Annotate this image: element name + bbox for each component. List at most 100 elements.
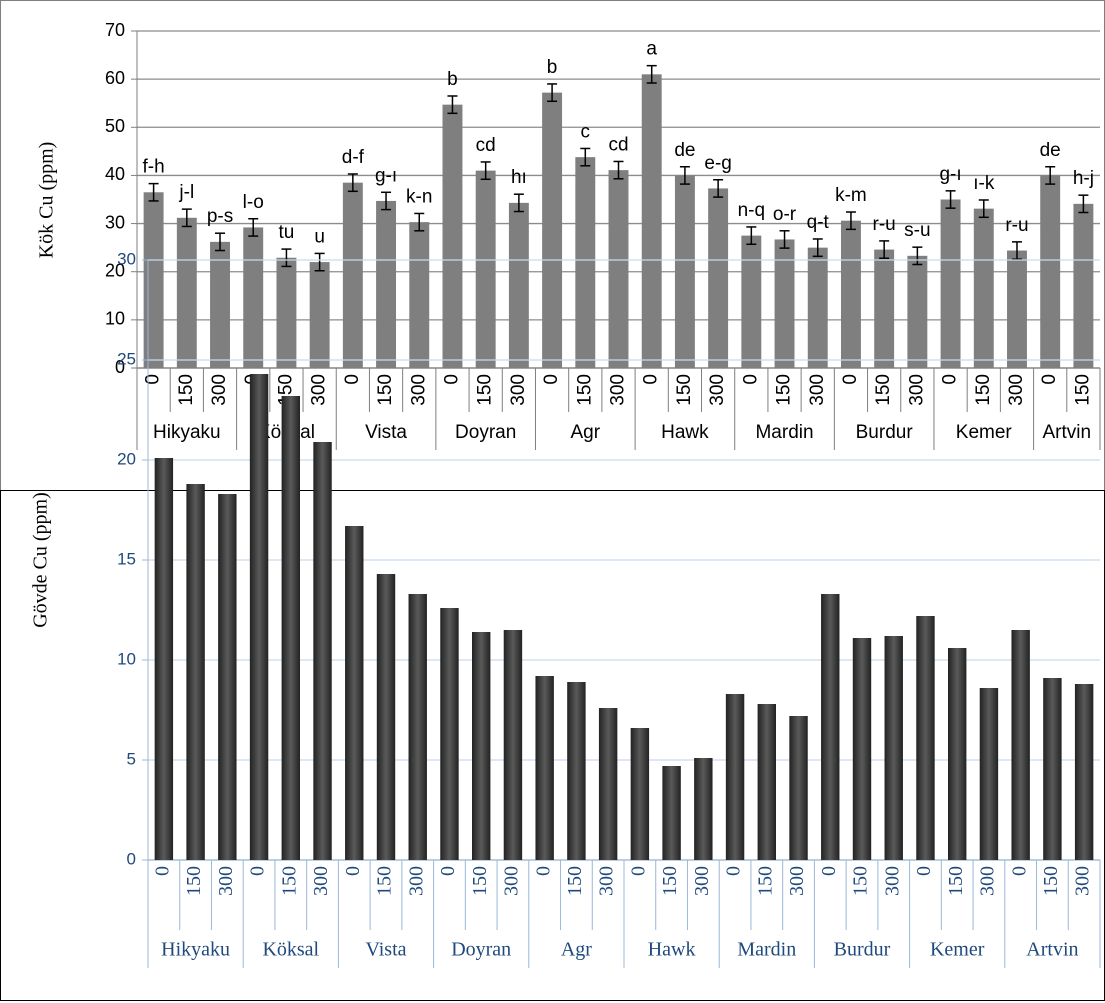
y-tick-label: 60 bbox=[105, 68, 125, 88]
bar bbox=[376, 200, 397, 368]
significance-letter: de bbox=[1040, 140, 1061, 161]
bar bbox=[176, 217, 197, 368]
bar bbox=[342, 182, 363, 368]
group-label: Mardin bbox=[755, 422, 813, 443]
x-tick-label: 150 bbox=[1040, 866, 1062, 896]
bar bbox=[1040, 175, 1061, 368]
bar bbox=[1043, 678, 1062, 860]
bar bbox=[973, 208, 994, 368]
bar bbox=[243, 227, 264, 368]
x-tick-label: 150 bbox=[374, 866, 396, 896]
y-tick-label: 50 bbox=[105, 116, 125, 136]
bar bbox=[608, 170, 629, 368]
group-label: Burdur bbox=[834, 939, 891, 961]
bar bbox=[409, 222, 430, 368]
x-tick-label: 150 bbox=[674, 374, 695, 406]
x-tick-label: 300 bbox=[691, 866, 713, 896]
y-tick-label: 30 bbox=[117, 249, 136, 268]
x-tick-label: 150 bbox=[973, 374, 994, 406]
bar bbox=[807, 247, 828, 368]
x-tick-label: 150 bbox=[183, 866, 205, 896]
significance-letter: de bbox=[674, 140, 695, 161]
x-tick-label: 300 bbox=[408, 374, 429, 406]
bar bbox=[940, 199, 961, 368]
bar bbox=[218, 494, 237, 860]
x-tick-label: 300 bbox=[215, 866, 237, 896]
x-tick-label: 300 bbox=[596, 866, 618, 896]
y-tick-label: 0 bbox=[115, 357, 125, 377]
significance-letter: r-u bbox=[873, 214, 896, 235]
bar bbox=[154, 458, 174, 860]
bar bbox=[840, 220, 861, 368]
bar bbox=[471, 632, 491, 860]
x-tick-label: 0 bbox=[342, 374, 363, 385]
group-label: Vista bbox=[365, 422, 407, 443]
x-tick-label: 0 bbox=[940, 374, 961, 385]
significance-letter: u bbox=[314, 226, 325, 247]
significance-letter: a bbox=[646, 39, 657, 60]
bar bbox=[1074, 684, 1094, 860]
significance-letter: p-s bbox=[207, 206, 233, 227]
group-label: Hawk bbox=[661, 422, 709, 443]
y-tick-label: 15 bbox=[117, 549, 136, 568]
bar bbox=[641, 74, 662, 368]
bar bbox=[874, 249, 895, 368]
significance-letter: f-h bbox=[143, 157, 165, 178]
x-tick-label: 300 bbox=[508, 374, 529, 406]
significance-letter: g-ı bbox=[375, 165, 397, 186]
x-tick-label: 0 bbox=[437, 866, 459, 876]
x-tick-label: 0 bbox=[641, 374, 662, 385]
bar bbox=[567, 682, 586, 860]
bar bbox=[186, 484, 205, 860]
x-tick-label: 0 bbox=[1039, 374, 1060, 385]
bar bbox=[694, 758, 713, 860]
x-tick-label: 150 bbox=[774, 374, 795, 406]
bar bbox=[575, 157, 596, 368]
x-tick-label: 0 bbox=[541, 374, 562, 385]
bar bbox=[947, 648, 967, 860]
x-tick-label: 300 bbox=[786, 866, 808, 896]
x-tick-label: 0 bbox=[151, 866, 173, 876]
significance-letter: l-o bbox=[243, 192, 264, 213]
bar bbox=[884, 636, 903, 860]
x-tick-label: 0 bbox=[441, 374, 462, 385]
bar bbox=[979, 688, 999, 860]
x-tick-label: 300 bbox=[807, 374, 828, 406]
bar bbox=[281, 396, 301, 860]
x-tick-label: 150 bbox=[176, 374, 197, 406]
x-tick-label: 150 bbox=[278, 866, 300, 896]
x-tick-label: 300 bbox=[310, 866, 332, 896]
x-tick-label: 150 bbox=[754, 866, 776, 896]
x-tick-label: 300 bbox=[881, 866, 903, 896]
x-tick-label: 150 bbox=[475, 374, 496, 406]
x-tick-label: 300 bbox=[707, 374, 728, 406]
x-tick-label: 300 bbox=[405, 866, 427, 896]
bar bbox=[1011, 630, 1030, 860]
x-tick-label: 300 bbox=[977, 866, 999, 896]
significance-letter: b bbox=[547, 57, 558, 78]
x-tick-label: 150 bbox=[564, 866, 586, 896]
bar bbox=[741, 235, 762, 368]
significance-letter: o-r bbox=[773, 204, 797, 225]
group-label: Agr bbox=[571, 422, 601, 443]
bar bbox=[916, 616, 935, 860]
significance-letter: e-g bbox=[704, 153, 731, 174]
x-tick-label: 0 bbox=[532, 866, 554, 876]
bar bbox=[1007, 250, 1027, 368]
x-tick-label: 0 bbox=[740, 374, 761, 385]
bar bbox=[376, 574, 396, 860]
y-axis-label: Kök Cu (ppm) bbox=[36, 142, 58, 259]
significance-letter: ı-k bbox=[973, 173, 995, 194]
x-tick-label: 0 bbox=[1008, 866, 1030, 876]
x-tick-label: 150 bbox=[873, 374, 894, 406]
x-tick-label: 0 bbox=[143, 374, 164, 385]
bar bbox=[907, 255, 928, 368]
x-tick-label: 150 bbox=[1072, 374, 1093, 406]
x-tick-label: 150 bbox=[375, 374, 396, 406]
bar bbox=[789, 716, 808, 860]
significance-letter: cd bbox=[608, 134, 628, 155]
group-label: Hawk bbox=[648, 939, 696, 961]
x-tick-label: 300 bbox=[1006, 374, 1027, 406]
y-tick-label: 40 bbox=[105, 164, 125, 184]
x-tick-label: 150 bbox=[850, 866, 872, 896]
